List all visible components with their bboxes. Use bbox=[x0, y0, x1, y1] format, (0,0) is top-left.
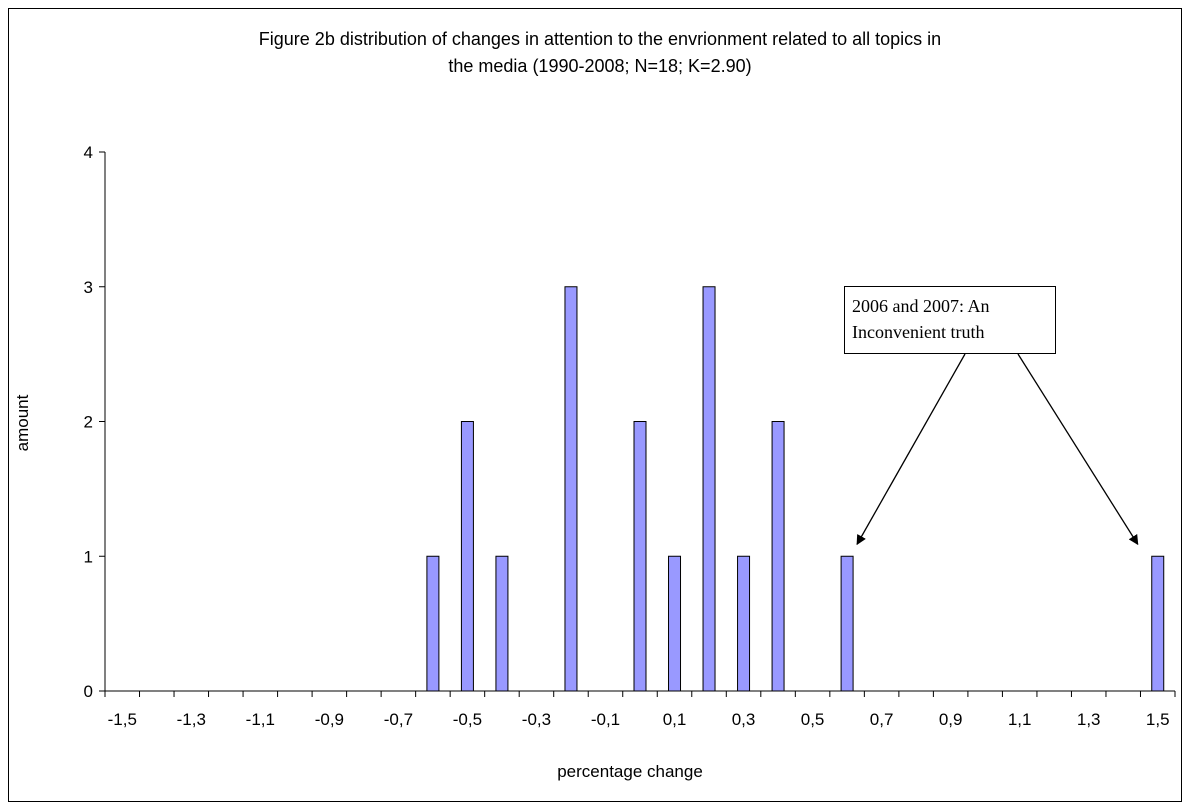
y-tick-label: 3 bbox=[84, 278, 93, 297]
y-tick-label: 2 bbox=[84, 413, 93, 432]
chart-frame bbox=[8, 8, 1182, 802]
x-tick-label: -0,1 bbox=[591, 710, 620, 729]
annotation-line-1: 2006 and 2007: An bbox=[852, 296, 990, 316]
histogram-bar bbox=[840, 555, 854, 692]
histogram-bar bbox=[564, 286, 578, 692]
chart-title: Figure 2b distribution of changes in att… bbox=[258, 29, 942, 76]
annotation-arrow bbox=[856, 353, 966, 546]
x-tick-label: 0,3 bbox=[732, 710, 756, 729]
x-axis-label: percentage change bbox=[557, 762, 703, 781]
x-tick-label: -0,5 bbox=[453, 710, 482, 729]
histogram-bar bbox=[1151, 555, 1165, 692]
histogram-bar bbox=[702, 286, 716, 692]
histogram-bar bbox=[771, 421, 785, 692]
y-tick-label: 4 bbox=[84, 143, 93, 162]
y-tick-label: 1 bbox=[84, 547, 93, 566]
x-tick-label: -1,5 bbox=[108, 710, 137, 729]
histogram-bar bbox=[460, 421, 474, 692]
x-tick-label: -0,7 bbox=[384, 710, 413, 729]
histogram-bar bbox=[668, 555, 682, 692]
annotation-box: 2006 and 2007: An Inconvenient truth bbox=[844, 286, 1056, 354]
x-tick-label: 1,1 bbox=[1008, 710, 1032, 729]
y-tick-label: 0 bbox=[84, 682, 93, 701]
x-tick-label: -1,3 bbox=[177, 710, 206, 729]
x-tick-label: -1,1 bbox=[246, 710, 275, 729]
annotation-line-2: Inconvenient truth bbox=[852, 322, 985, 342]
x-tick-label: 0,5 bbox=[801, 710, 825, 729]
histogram-bar bbox=[426, 555, 440, 692]
x-tick-label: 1,5 bbox=[1146, 710, 1170, 729]
histogram-bar bbox=[495, 555, 509, 692]
x-tick-label: -0,3 bbox=[522, 710, 551, 729]
x-tick-label: 0,1 bbox=[663, 710, 687, 729]
histogram-bar bbox=[737, 555, 751, 692]
histogram-bar bbox=[633, 421, 647, 692]
y-axis-label: amount bbox=[13, 394, 32, 451]
x-tick-label: -0,9 bbox=[315, 710, 344, 729]
x-tick-label: 0,9 bbox=[939, 710, 963, 729]
x-tick-label: 1,3 bbox=[1077, 710, 1101, 729]
annotation-arrow bbox=[1017, 353, 1139, 546]
x-tick-label: 0,7 bbox=[870, 710, 894, 729]
